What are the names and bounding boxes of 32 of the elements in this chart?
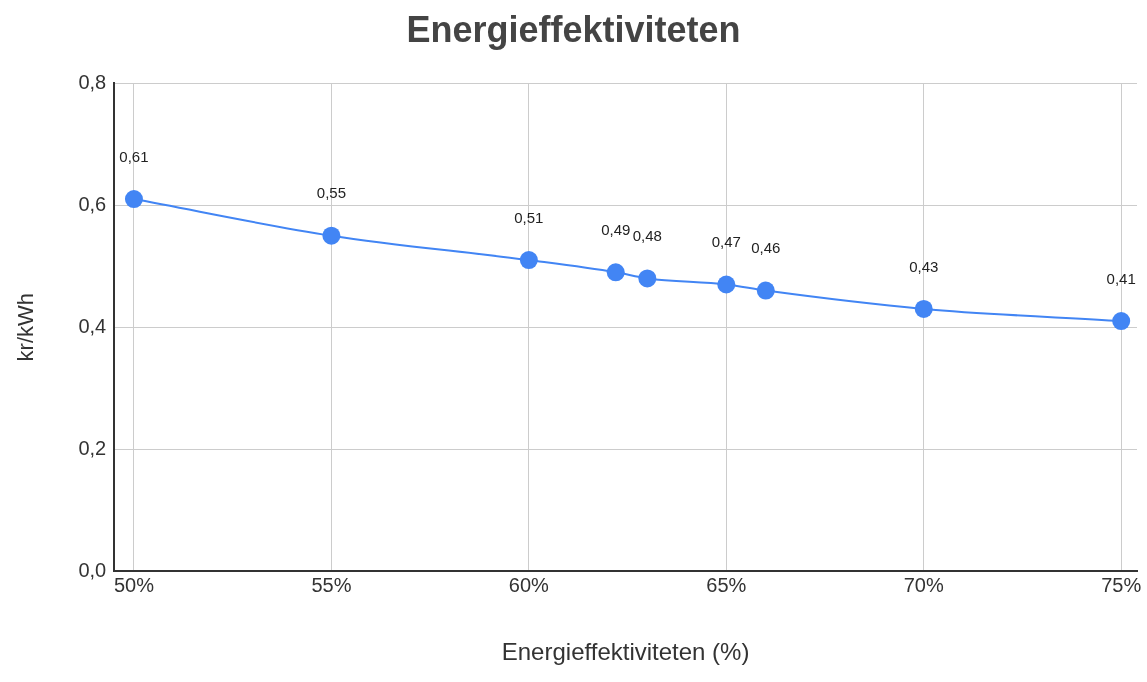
x-tick-label: 50% bbox=[113, 573, 155, 596]
x-axis-title: Energieffektiviteten (%) bbox=[501, 638, 750, 666]
y-tick-label: 0,6 bbox=[78, 192, 107, 215]
data-label: 0,43 bbox=[909, 257, 939, 275]
point bbox=[756, 281, 775, 300]
point bbox=[519, 251, 538, 270]
y-axis-title: kr/kWh bbox=[13, 292, 39, 362]
chart-title: Energieffektiviteten bbox=[406, 8, 741, 50]
data-label: 0,51 bbox=[514, 208, 544, 226]
y-tick-label: 0,0 bbox=[78, 558, 107, 581]
x-tick-label: 65% bbox=[706, 573, 747, 596]
point bbox=[1112, 312, 1131, 331]
data-label: 0,55 bbox=[316, 184, 346, 202]
y-tick-label: 0,2 bbox=[78, 436, 107, 459]
point bbox=[914, 299, 933, 318]
point bbox=[124, 190, 143, 209]
x-tick-label: 75% bbox=[1101, 573, 1142, 596]
y-tick-label: 0,4 bbox=[78, 314, 107, 337]
x-tick-label: 70% bbox=[903, 573, 944, 596]
data-label: 0,47 bbox=[711, 233, 741, 251]
data-label: 0,46 bbox=[751, 239, 781, 257]
data-label: 0,48 bbox=[632, 227, 662, 245]
point bbox=[717, 275, 736, 294]
point bbox=[322, 226, 341, 245]
data-label: 0,49 bbox=[601, 220, 631, 238]
data-label: 0,41 bbox=[1106, 269, 1136, 287]
data-label: 0,61 bbox=[119, 147, 149, 165]
y-tick-label: 0,8 bbox=[78, 70, 107, 93]
x-tick-label: 60% bbox=[508, 573, 550, 596]
x-tick-label: 55% bbox=[311, 573, 352, 596]
point bbox=[606, 263, 625, 282]
point bbox=[638, 269, 657, 288]
